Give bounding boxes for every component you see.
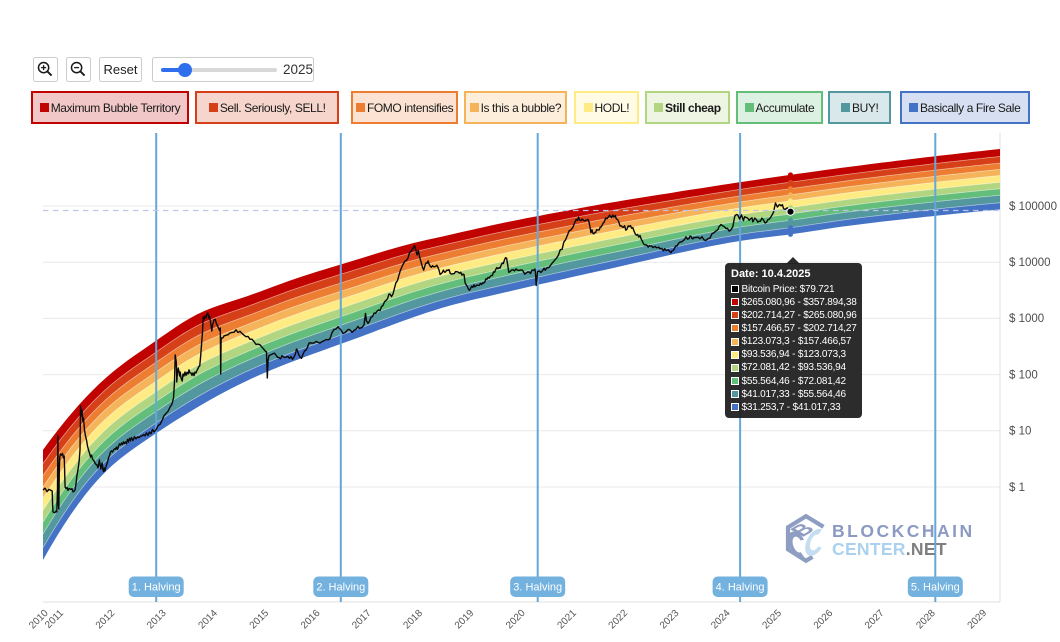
svg-text:2027: 2027 [863, 608, 887, 632]
svg-text:$ 10: $ 10 [1009, 426, 1031, 438]
svg-text:2028: 2028 [914, 608, 938, 632]
svg-text:5. Halving: 5. Halving [911, 582, 960, 594]
svg-text:2019: 2019 [453, 608, 477, 632]
svg-text:2018: 2018 [402, 608, 426, 632]
svg-text:2014: 2014 [196, 608, 220, 632]
svg-text:2011: 2011 [43, 608, 66, 631]
svg-text:2025: 2025 [761, 608, 785, 632]
svg-text:2021: 2021 [555, 608, 579, 632]
svg-text:2022: 2022 [607, 608, 631, 632]
svg-text:2013: 2013 [145, 608, 169, 632]
svg-text:2024: 2024 [709, 608, 733, 632]
svg-text:BLOCKCHAIN: BLOCKCHAIN [832, 521, 975, 541]
svg-text:$ 10000: $ 10000 [1009, 257, 1051, 269]
svg-text:2026: 2026 [812, 608, 836, 632]
svg-text:2012: 2012 [94, 608, 118, 632]
svg-text:$ 1: $ 1 [1009, 482, 1025, 494]
svg-text:4. Halving: 4. Halving [716, 582, 765, 594]
svg-text:3. Halving: 3. Halving [513, 582, 562, 594]
svg-text:2017: 2017 [350, 608, 374, 632]
svg-text:$ 100000: $ 100000 [1009, 201, 1057, 213]
svg-text:2029: 2029 [966, 608, 990, 632]
svg-text:2. Halving: 2. Halving [316, 582, 365, 594]
svg-text:2023: 2023 [658, 608, 682, 632]
svg-text:$ 1000: $ 1000 [1009, 313, 1044, 325]
svg-text:2015: 2015 [248, 608, 272, 632]
svg-text:CENTER.NET: CENTER.NET [832, 539, 947, 559]
svg-text:2020: 2020 [504, 608, 528, 632]
svg-text:1. Halving: 1. Halving [132, 582, 181, 594]
svg-text:2016: 2016 [299, 608, 323, 632]
svg-text:$ 100: $ 100 [1009, 369, 1038, 381]
